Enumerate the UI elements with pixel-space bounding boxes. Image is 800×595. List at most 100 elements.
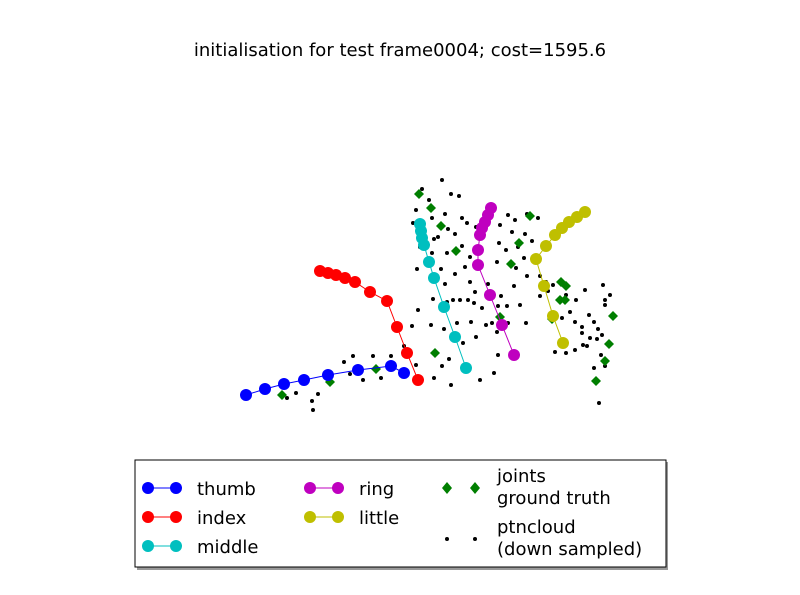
series-thumb bbox=[240, 360, 410, 401]
legend-marker-ring bbox=[332, 482, 344, 494]
legend-marker-little bbox=[304, 511, 316, 523]
point-ptncloud bbox=[480, 306, 484, 310]
point-ptncloud bbox=[608, 293, 612, 297]
point-ptncloud bbox=[460, 216, 464, 220]
point-middle bbox=[460, 362, 472, 374]
point-ptncloud bbox=[361, 378, 365, 382]
legend-label-ptncloud-line1: ptncloud bbox=[497, 517, 576, 538]
point-ptncloud bbox=[468, 280, 472, 284]
legend-label-ring: ring bbox=[359, 479, 394, 500]
point-ptncloud bbox=[460, 244, 464, 248]
point-ptncloud bbox=[457, 194, 461, 198]
point-ring bbox=[496, 319, 508, 331]
legend-label-joints-line2: ground truth bbox=[497, 488, 611, 509]
point-index bbox=[412, 374, 424, 386]
point-thumb bbox=[385, 360, 397, 372]
legend-entry-thumb: thumb bbox=[142, 479, 256, 500]
point-thumb bbox=[259, 383, 271, 395]
point-ptncloud bbox=[416, 308, 420, 312]
point-ptncloud bbox=[484, 323, 488, 327]
point-ptncloud bbox=[468, 255, 472, 259]
point-ptncloud bbox=[592, 366, 596, 370]
point-ptncloud bbox=[440, 364, 444, 368]
point-ptncloud bbox=[538, 294, 542, 298]
point-ptncloud bbox=[553, 350, 557, 354]
point-ptncloud bbox=[439, 267, 443, 271]
point-ptncloud bbox=[573, 320, 577, 324]
point-joints bbox=[514, 238, 524, 248]
point-ring bbox=[472, 244, 484, 256]
point-ptncloud bbox=[523, 232, 527, 236]
point-ptncloud bbox=[379, 376, 383, 380]
point-ptncloud bbox=[495, 260, 499, 264]
point-ptncloud bbox=[490, 321, 494, 325]
point-ptncloud bbox=[585, 344, 589, 348]
point-ptncloud bbox=[461, 341, 465, 345]
legend-marker-ring bbox=[304, 482, 316, 494]
point-ptncloud bbox=[597, 401, 601, 405]
point-ptncloud bbox=[580, 331, 584, 335]
point-ptncloud bbox=[530, 239, 534, 243]
point-thumb bbox=[298, 374, 310, 386]
point-joints bbox=[608, 311, 618, 321]
point-ptncloud bbox=[415, 267, 419, 271]
legend-entry-middle: middle bbox=[142, 537, 258, 558]
point-ptncloud bbox=[513, 218, 517, 222]
point-little bbox=[557, 337, 569, 349]
point-ptncloud bbox=[472, 301, 476, 305]
point-ptncloud bbox=[469, 320, 473, 324]
legend-marker-ptncloud bbox=[445, 537, 449, 541]
point-ptncloud bbox=[432, 237, 436, 241]
legend-entry-joints: joints ground truth bbox=[442, 466, 611, 509]
point-ptncloud bbox=[573, 348, 577, 352]
point-joints bbox=[591, 376, 601, 386]
point-ptncloud bbox=[599, 353, 603, 357]
point-ptncloud bbox=[420, 187, 424, 191]
point-joints bbox=[506, 259, 516, 269]
point-ptncloud bbox=[510, 230, 514, 234]
legend-marker-joints bbox=[470, 482, 480, 494]
point-little bbox=[530, 253, 542, 265]
legend-entry-little: little bbox=[304, 508, 399, 529]
legend-entry-ptncloud: ptncloud (down sampled) bbox=[445, 517, 642, 560]
point-joints bbox=[414, 189, 424, 199]
legend-entry-index: index bbox=[142, 508, 247, 529]
point-middle bbox=[438, 301, 450, 313]
legend-label-joints-line1: joints bbox=[496, 466, 546, 487]
point-thumb bbox=[352, 364, 364, 376]
point-ptncloud bbox=[443, 282, 447, 286]
point-little bbox=[549, 229, 561, 241]
point-ptncloud bbox=[596, 327, 600, 331]
point-index bbox=[364, 286, 376, 298]
series-index bbox=[314, 265, 424, 386]
point-joints bbox=[430, 348, 440, 358]
point-ptncloud bbox=[371, 354, 375, 358]
point-ptncloud bbox=[410, 324, 414, 328]
point-ptncloud bbox=[581, 343, 585, 347]
point-ptncloud bbox=[451, 298, 455, 302]
point-ptncloud bbox=[525, 274, 529, 278]
point-ptncloud bbox=[498, 223, 502, 227]
point-middle bbox=[428, 272, 440, 284]
point-ptncloud bbox=[560, 316, 564, 320]
series-ptncloud bbox=[285, 178, 612, 412]
point-thumb bbox=[240, 389, 252, 401]
point-ptncloud bbox=[504, 248, 508, 252]
point-joints bbox=[604, 339, 614, 349]
point-ptncloud bbox=[430, 251, 434, 255]
point-index bbox=[339, 272, 351, 284]
point-joints bbox=[561, 281, 571, 291]
point-ptncloud bbox=[458, 298, 462, 302]
point-ptncloud bbox=[449, 192, 453, 196]
point-middle bbox=[423, 256, 435, 268]
point-joints bbox=[277, 390, 287, 400]
point-joints bbox=[371, 364, 381, 374]
point-index bbox=[381, 295, 393, 307]
point-ptncloud bbox=[310, 399, 314, 403]
legend-label-index: index bbox=[197, 508, 247, 529]
point-ptncloud bbox=[495, 330, 499, 334]
point-little bbox=[538, 280, 550, 292]
point-joints bbox=[451, 246, 461, 256]
legend-label-little: little bbox=[359, 508, 399, 529]
